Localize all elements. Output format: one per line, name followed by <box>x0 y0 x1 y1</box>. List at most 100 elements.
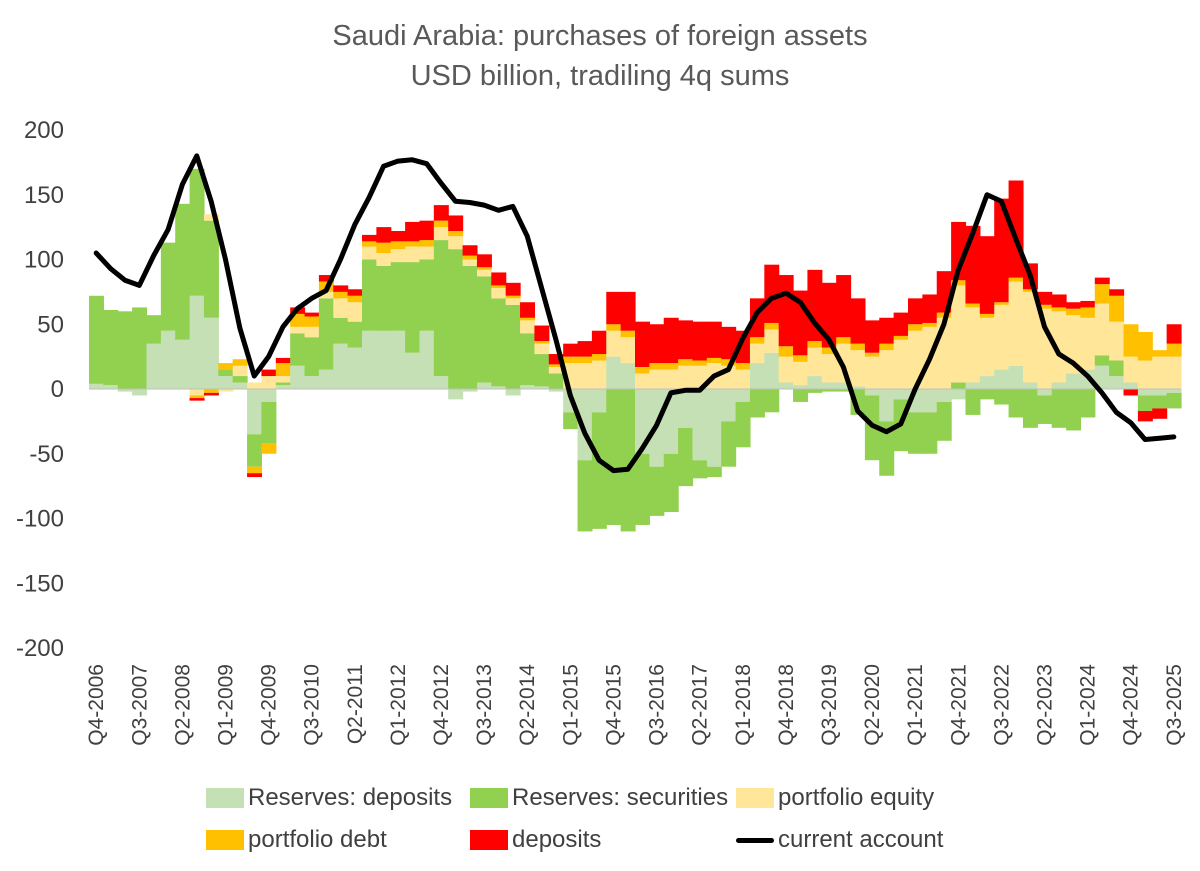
bar-portfolio-debt <box>908 324 923 331</box>
x-tick-label: Q2-2014 <box>516 664 539 746</box>
bar-reserves-deposits <box>879 389 895 422</box>
bar-portfolio-equity <box>534 343 550 355</box>
bar-reserves-deposits <box>1051 382 1067 389</box>
bar-portfolio-debt <box>850 343 866 351</box>
bar-reserves-deposits <box>965 382 981 389</box>
bar-reserves-deposits <box>1037 389 1053 396</box>
bar-reserves-securities <box>462 265 478 389</box>
bar-reserves-deposits <box>1109 376 1125 389</box>
bar-reserves-securities <box>749 389 765 418</box>
bar-reserves-deposits <box>764 352 780 389</box>
bar-reserves-deposits <box>448 389 464 400</box>
bar-portfolio-debt <box>275 363 291 377</box>
bar-reserves-deposits <box>1166 389 1182 393</box>
bar-portfolio-equity <box>304 326 320 338</box>
bar-portfolio-equity <box>189 389 205 396</box>
bar-reserves-deposits <box>620 363 636 389</box>
bar-portfolio-debt <box>735 363 751 370</box>
bar-portfolio-equity <box>951 285 967 383</box>
bar-portfolio-debt <box>304 316 320 327</box>
bar-reserves-securities <box>807 389 823 393</box>
bar-reserves-deposits <box>821 382 837 389</box>
y-tick-label: -150 <box>16 570 64 597</box>
bar-deposits <box>663 317 679 364</box>
bar-portfolio-equity <box>318 291 334 299</box>
bar-portfolio-debt <box>620 330 636 338</box>
bar-portfolio-debt <box>965 303 981 308</box>
bar-portfolio-debt <box>764 322 780 330</box>
bar-portfolio-debt <box>232 359 248 366</box>
bar-reserves-deposits <box>89 383 104 389</box>
x-tick-label: Q1-2021 <box>904 664 927 746</box>
bar-reserves-securities <box>1152 395 1168 409</box>
bar-deposits <box>247 473 263 478</box>
bar-portfolio-debt <box>563 356 579 364</box>
bar-portfolio-debt <box>778 346 794 357</box>
bar-portfolio-equity <box>764 329 780 353</box>
bar-portfolio-debt <box>203 389 219 393</box>
bar-reserves-deposits <box>836 382 852 389</box>
bar-reserves-securities <box>1137 395 1153 412</box>
x-tick-label: Q3-2025 <box>1163 664 1186 746</box>
bar-portfolio-debt <box>635 366 650 374</box>
bar-portfolio-debt <box>505 295 521 299</box>
bar-portfolio-debt <box>390 241 406 250</box>
bar-deposits <box>189 398 205 401</box>
bar-reserves-deposits <box>735 389 751 402</box>
x-tick-label: Q1-2012 <box>387 664 410 746</box>
bar-reserves-deposits <box>606 356 622 390</box>
bar-reserves-securities <box>1080 389 1096 418</box>
bar-portfolio-debt <box>994 302 1010 305</box>
bar-reserves-securities <box>189 168 205 296</box>
bar-portfolio-debt <box>649 363 665 370</box>
bar-reserves-securities <box>160 242 176 331</box>
bar-portfolio-debt <box>261 443 277 454</box>
bar-portfolio-equity <box>275 376 291 383</box>
bar-portfolio-debt <box>419 240 435 247</box>
x-tick-label: Q3-2010 <box>301 664 324 746</box>
bar-portfolio-debt <box>979 313 995 318</box>
bar-portfolio-debt <box>1037 304 1053 309</box>
bar-reserves-securities <box>836 389 852 392</box>
bar-reserves-securities <box>908 412 923 454</box>
bar-portfolio-equity <box>994 304 1010 370</box>
bar-reserves-securities <box>376 265 392 331</box>
bar-reserves-securities <box>1109 360 1125 377</box>
bar-portfolio-debt <box>491 285 507 288</box>
bar-deposits <box>735 330 751 364</box>
bar-portfolio-equity <box>749 343 765 364</box>
bar-reserves-deposits <box>807 376 823 389</box>
bar-portfolio-equity <box>807 347 823 377</box>
bar-reserves-deposits <box>333 343 349 389</box>
bar-deposits <box>706 321 722 358</box>
x-tick-label: Q2-2023 <box>1034 664 1057 746</box>
bar-portfolio-debt <box>405 241 421 247</box>
bar-reserves-deposits <box>864 389 880 396</box>
bar-portfolio-equity <box>778 356 794 383</box>
bar-reserves-securities <box>922 412 938 454</box>
bar-reserves-deposits <box>232 382 248 389</box>
bar-reserves-deposits <box>1137 389 1153 396</box>
bar-reserves-securities <box>563 412 579 430</box>
bar-deposits <box>1094 277 1110 285</box>
bar-deposits <box>1166 324 1182 344</box>
bar-portfolio-debt <box>1152 350 1168 357</box>
bar-reserves-securities <box>433 240 449 377</box>
bar-portfolio-debt <box>663 363 679 370</box>
y-tick-label: 150 <box>24 182 64 209</box>
bar-reserves-deposits <box>318 369 334 389</box>
bar-portfolio-debt <box>1008 277 1024 282</box>
x-tick-label: Q2-2011 <box>344 664 367 744</box>
bar-reserves-deposits <box>893 389 909 400</box>
bar-portfolio-debt <box>376 242 392 254</box>
bar-reserves-securities <box>117 311 133 389</box>
x-tick-label: Q4-2024 <box>1120 664 1143 746</box>
bar-reserves-deposits <box>936 389 952 402</box>
bar-reserves-deposits <box>362 330 377 389</box>
bar-portfolio-debt <box>879 343 895 351</box>
bar-portfolio-equity <box>218 389 234 392</box>
bar-portfolio-equity <box>290 326 306 334</box>
bar-deposits <box>318 275 334 282</box>
bar-reserves-securities <box>821 389 837 392</box>
bar-deposits <box>764 264 780 323</box>
